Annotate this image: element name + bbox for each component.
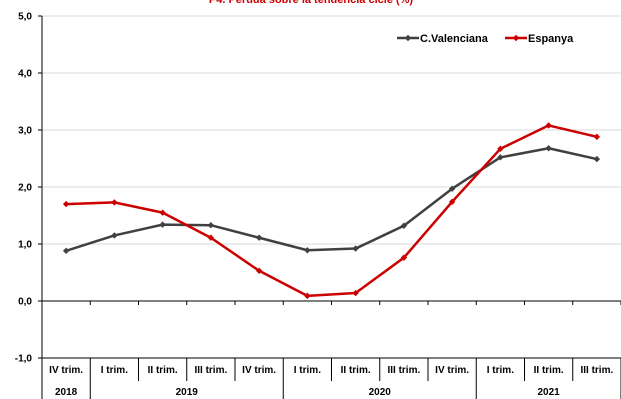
data-point [593, 155, 601, 163]
y-tick-label: 3,0 [18, 126, 32, 137]
year-label: 2020 [369, 387, 392, 398]
y-tick-label: 0,0 [18, 297, 32, 308]
data-point [448, 198, 456, 206]
y-tick-label: 4,0 [18, 69, 32, 80]
y-tick-label: 2,0 [18, 183, 32, 194]
series-lines [62, 122, 601, 300]
data-point [545, 122, 552, 129]
legend-label: Espanya [528, 33, 574, 45]
legend-swatch-marker [512, 34, 520, 42]
x-tick-label: IV trim. [435, 365, 469, 376]
data-point [304, 292, 311, 300]
data-point [207, 234, 215, 241]
data-point [593, 133, 601, 141]
data-point [497, 145, 504, 153]
data-point [255, 234, 263, 241]
x-tick-label: II trim. [148, 365, 178, 376]
gridlines [42, 15, 621, 359]
data-point [159, 221, 166, 228]
x-tick-label: III trim. [387, 365, 420, 376]
year-label: 2018 [55, 387, 78, 398]
data-point [352, 245, 359, 252]
x-tick-label: II trim. [341, 365, 371, 376]
data-point [448, 185, 456, 192]
axes [38, 15, 621, 359]
legend-label: C.Valenciana [420, 33, 489, 45]
x-tick-label: II trim. [534, 365, 564, 376]
data-point [207, 221, 215, 229]
year-label: 2021 [538, 387, 561, 398]
data-point [497, 154, 504, 161]
y-tick-label: 5,0 [18, 12, 32, 23]
data-point [111, 232, 118, 239]
y-tick-label: -1,0 [15, 354, 33, 365]
chart-title: P4. Pérdua sobre la tendència cicle (%) [209, 0, 414, 6]
x-tick-label: IV trim. [49, 365, 83, 376]
legend-swatch-marker [404, 34, 412, 42]
y-tick-label: 1,0 [18, 240, 32, 251]
data-point [255, 267, 263, 274]
series-line-0 [64, 146, 599, 253]
x-category-labels: IV trim. I trim. II trim. III trim. IV trim.… [41, 357, 621, 399]
x-tick-label: I trim. [101, 365, 128, 376]
legend: C.Valenciana Espanya [397, 33, 574, 45]
data-point [62, 200, 70, 208]
x-tick-label: IV trim. [242, 365, 276, 376]
x-tick-label: III trim. [194, 365, 227, 376]
data-point [159, 209, 166, 216]
y-tick-labels: 5,0 4,0 3,0 2,0 1,0 0,0 -1,0 [15, 12, 33, 365]
data-point [400, 254, 408, 261]
x-tick-label: I trim. [294, 365, 321, 376]
data-point [352, 289, 359, 297]
x-tick-label: III trim. [580, 365, 613, 376]
year-label: 2019 [176, 387, 199, 398]
data-point [304, 247, 311, 254]
x-tick-label: I trim. [487, 365, 514, 376]
data-point [62, 247, 70, 255]
data-point [545, 145, 552, 152]
data-point [400, 222, 408, 229]
series-line-1 [64, 124, 599, 298]
data-point [111, 199, 118, 206]
